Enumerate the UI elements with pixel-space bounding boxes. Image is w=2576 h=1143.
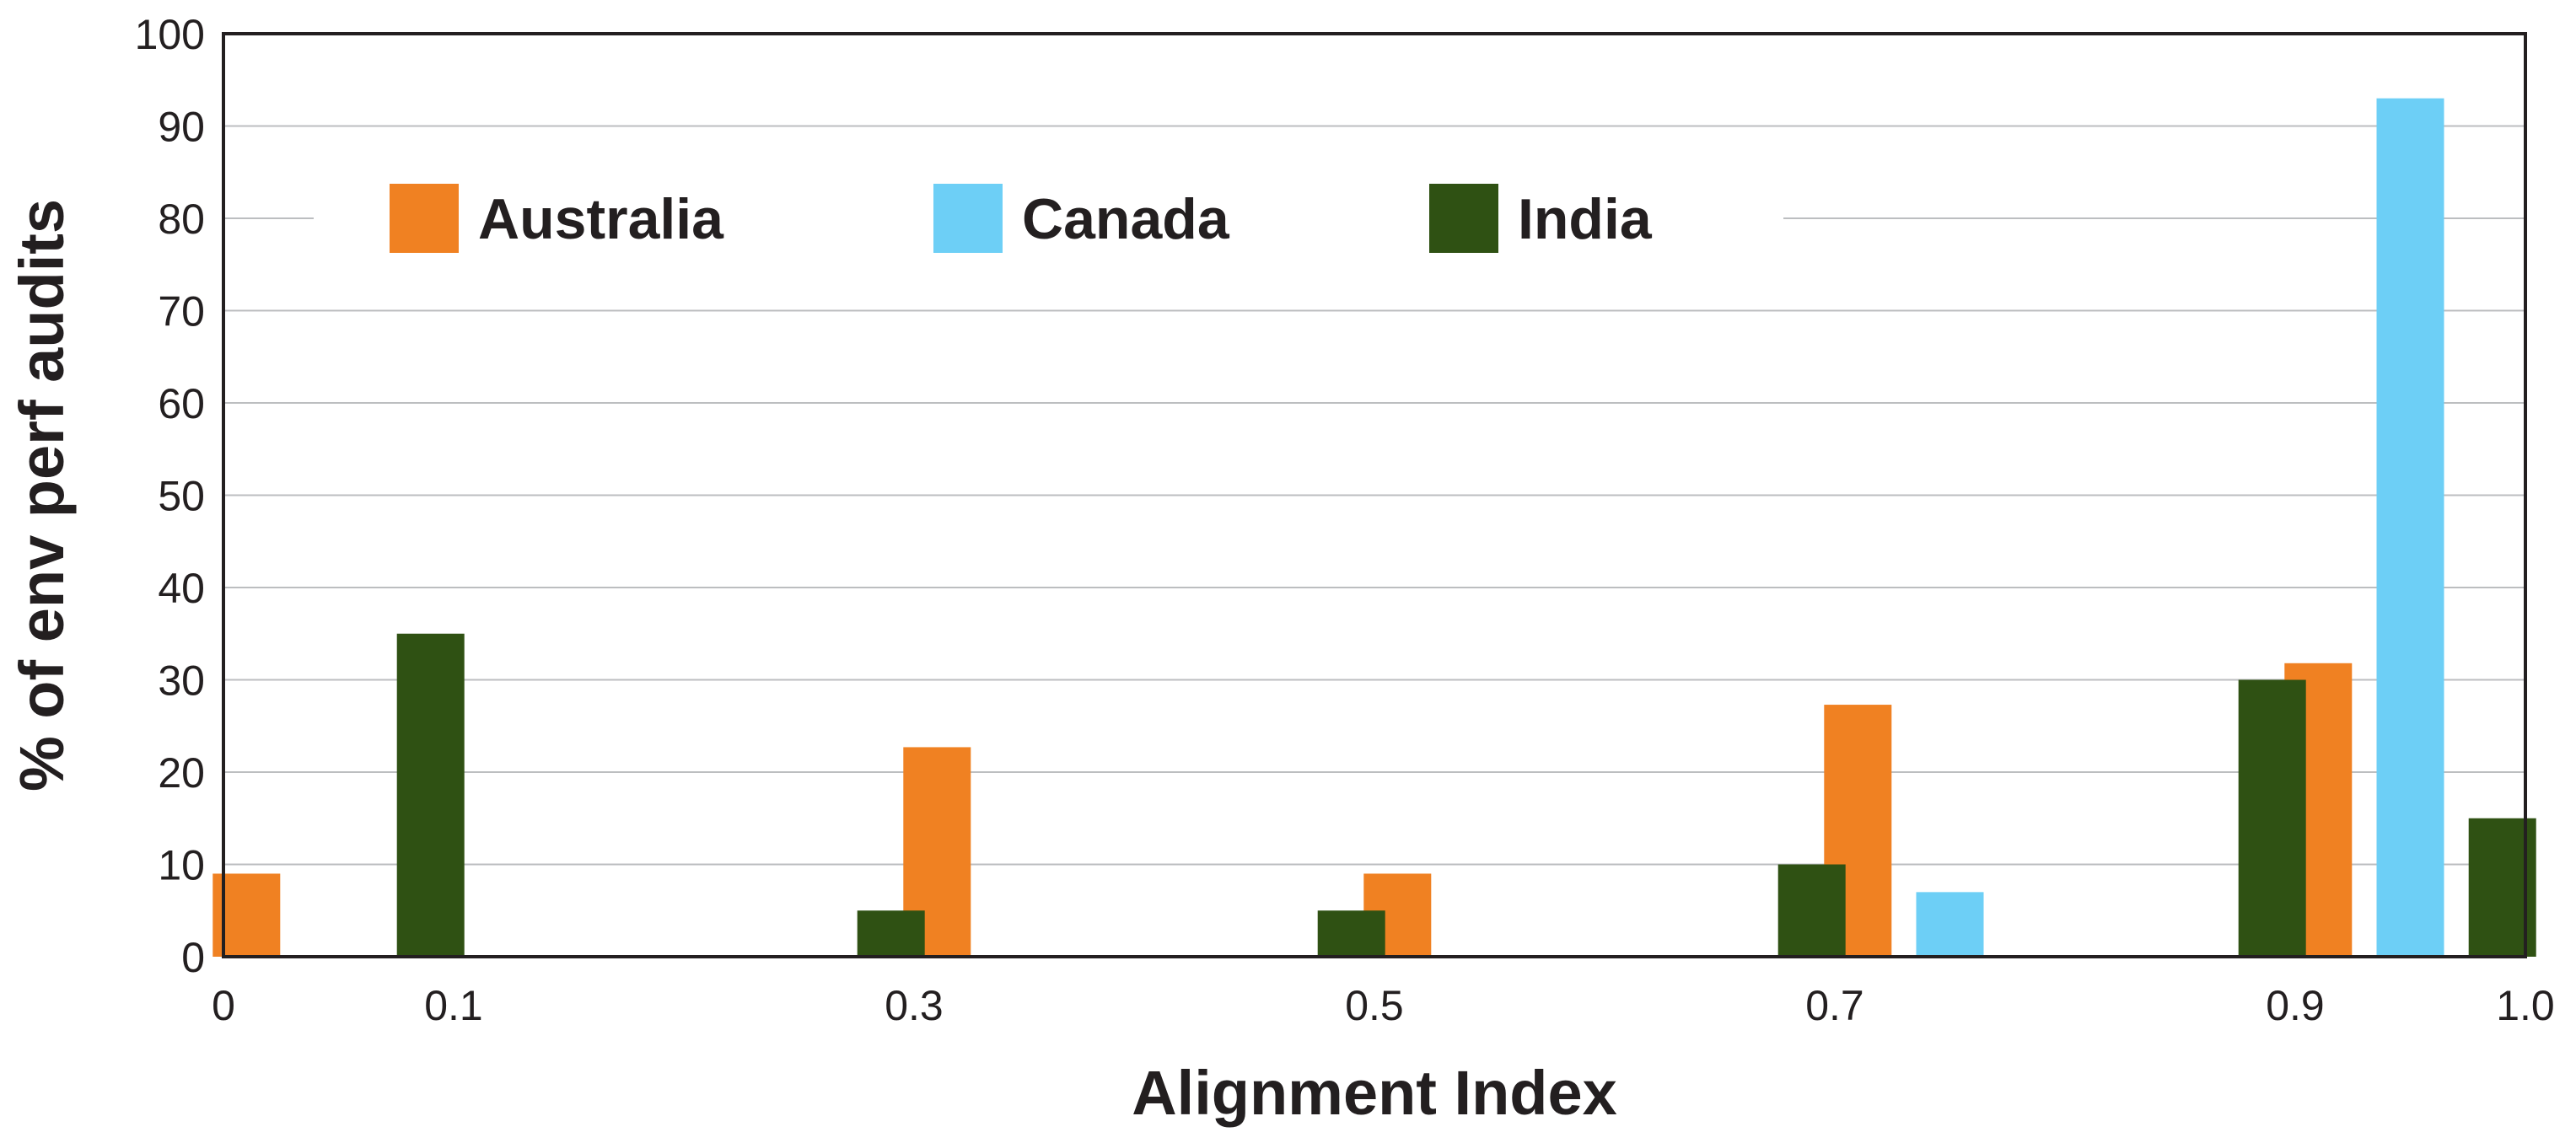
y-tick-label: 40: [158, 565, 205, 612]
legend-label: India: [1518, 187, 1653, 251]
gridlines: [223, 125, 2525, 866]
x-tick-labels: 0 0.1 0.3 0.5 0.7 0.9 1.0: [212, 982, 2555, 1029]
y-tick-labels: 0 10 20 30 40 50 60 70 80 90 100: [135, 11, 205, 981]
x-tick-label: 0.3: [885, 982, 944, 1029]
bar-india-0.45: [1317, 910, 1385, 957]
legend-swatch: [390, 184, 459, 253]
y-tick-label: 100: [135, 11, 205, 58]
axes: [222, 32, 2527, 958]
y-tick-label: 20: [158, 749, 205, 797]
bar-india-0.05: [396, 633, 465, 957]
bars: [212, 98, 2536, 957]
y-tick-label: 80: [158, 196, 205, 243]
legend-item: India: [1429, 184, 1653, 253]
x-tick-label: 0.7: [1805, 982, 1864, 1029]
plot-frame: [222, 32, 2527, 958]
y-tick-label: 10: [158, 842, 205, 889]
x-tick-label: 0.9: [2266, 982, 2325, 1029]
legend: Australia Canada India: [390, 184, 1653, 253]
legend-label: Canada: [1022, 187, 1230, 251]
y-tick-label: 90: [158, 104, 205, 151]
y-axis-title: % of env perf audits: [7, 199, 77, 792]
y-tick-label: 70: [158, 288, 205, 335]
legend-label: Australia: [478, 187, 724, 251]
y-tick-label: 50: [158, 473, 205, 520]
y-tick-label: 30: [158, 657, 205, 705]
x-tick-label: 0.5: [1345, 982, 1404, 1029]
y-tick-label: 60: [158, 380, 205, 427]
y-tick-label: 0: [181, 934, 205, 981]
x-tick-label: 0.1: [424, 982, 483, 1029]
bar-india-0.65: [1777, 864, 1846, 957]
bar-canada-0.95: [2376, 98, 2444, 957]
legend-swatch: [933, 184, 1003, 253]
x-axis-title: Alignment Index: [1132, 1058, 1617, 1128]
bar-canada-0.75: [1916, 892, 1984, 957]
bar-india-0.85: [2238, 679, 2306, 957]
legend-swatch: [1429, 184, 1498, 253]
legend-item: Canada: [933, 184, 1230, 253]
legend-item: Australia: [390, 184, 724, 253]
x-tick-label: 0: [212, 982, 235, 1029]
bar-india-0.25: [857, 910, 925, 957]
x-tick-label: 1.0: [2496, 982, 2555, 1029]
